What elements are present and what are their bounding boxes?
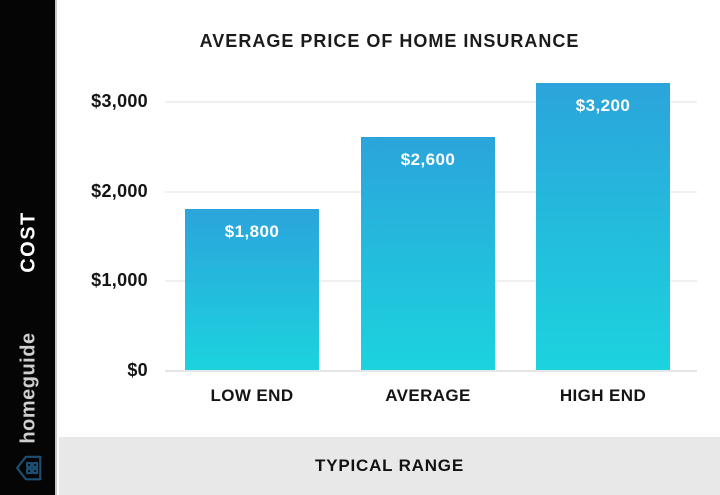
category-label: LOW END bbox=[210, 386, 294, 405]
homeguide-brand: homeguide bbox=[17, 332, 40, 444]
bar-average: $2,600 bbox=[361, 137, 495, 370]
bar-value-label: $3,200 bbox=[575, 96, 631, 115]
y-axis-label: COST bbox=[17, 211, 40, 273]
bar-low-end: $1,800 bbox=[185, 209, 319, 370]
y-tick-label: $0 bbox=[127, 360, 148, 380]
gridline bbox=[165, 101, 697, 103]
bar-value-label: $1,800 bbox=[224, 222, 280, 241]
y-tick-label: $1,000 bbox=[91, 270, 148, 290]
bar-value-label: $2,600 bbox=[400, 150, 456, 169]
cost-sidebar: COST homeguide bbox=[0, 0, 57, 495]
y-tick-label: $3,000 bbox=[91, 91, 148, 111]
footer-strip: TYPICAL RANGE bbox=[59, 437, 720, 495]
y-tick-label: $2,000 bbox=[91, 181, 148, 201]
chart-title: AVERAGE PRICE OF HOME INSURANCE bbox=[199, 31, 580, 51]
gridline bbox=[165, 370, 697, 372]
bar-high-end: $3,200 bbox=[536, 83, 670, 370]
house-grid-icon bbox=[16, 455, 42, 481]
x-axis-label: TYPICAL RANGE bbox=[315, 456, 464, 475]
category-label: HIGH END bbox=[559, 386, 647, 405]
category-label: AVERAGE bbox=[385, 386, 471, 405]
